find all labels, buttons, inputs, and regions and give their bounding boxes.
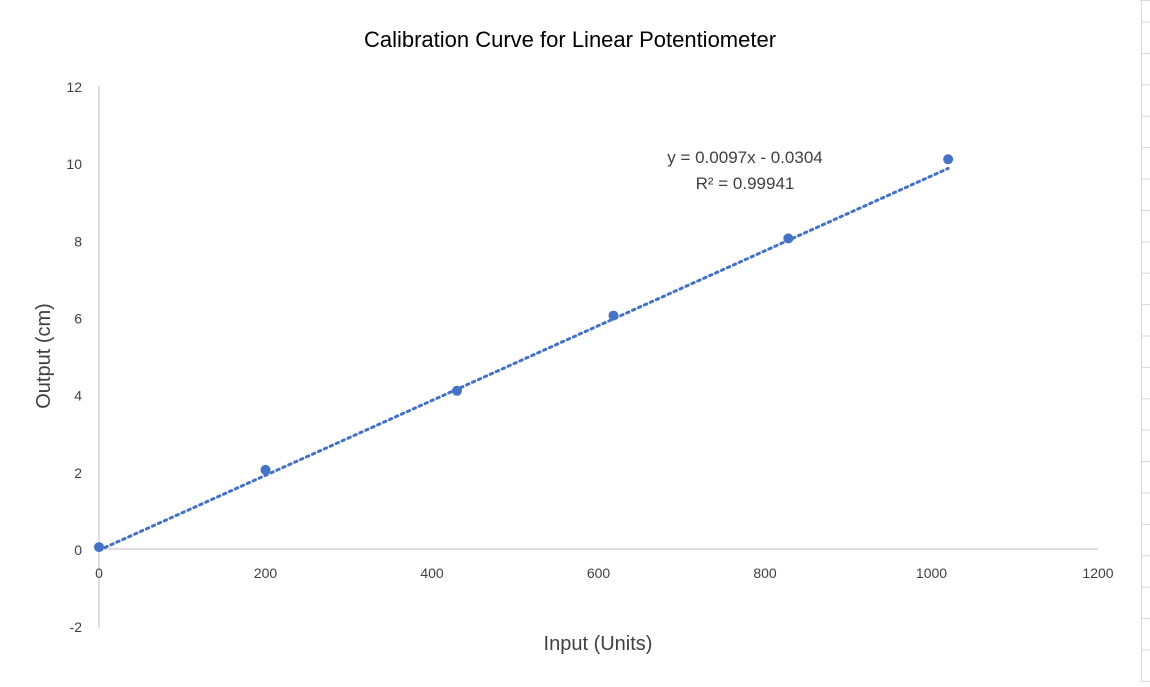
y-tick-label: 2 <box>74 465 82 481</box>
trendline-r-squared[interactable]: R² = 0.99941 <box>696 174 795 193</box>
trendline-group <box>97 166 950 552</box>
y-tick-label: 4 <box>74 388 82 404</box>
y-tick-label: -2 <box>70 619 83 635</box>
chart-title: Calibration Curve for Linear Potentiomet… <box>364 27 776 52</box>
data-point[interactable] <box>943 154 954 165</box>
data-point[interactable] <box>260 464 271 475</box>
x-tick-label: 1000 <box>916 565 947 581</box>
trendline-equation[interactable]: y = 0.0097x - 0.0304 <box>667 148 822 167</box>
x-tick-label: 200 <box>254 565 278 581</box>
y-axis-title: Output (cm) <box>33 303 55 409</box>
x-tick-label: 600 <box>587 565 611 581</box>
y-tick-labels: -2 0 2 4 6 8 10 12 <box>66 79 82 635</box>
x-axis-title: Input (Units) <box>544 633 653 655</box>
y-tick-label: 0 <box>74 542 82 558</box>
axes <box>98 86 1098 629</box>
data-point[interactable] <box>451 385 462 396</box>
y-tick-label: 10 <box>66 156 82 172</box>
x-tick-label: 800 <box>753 565 777 581</box>
data-point[interactable] <box>608 310 619 321</box>
y-tick-label: 8 <box>74 233 82 249</box>
x-tick-labels: 0 200 400 600 800 1000 1200 <box>95 565 1114 581</box>
x-tick-label: 1200 <box>1082 565 1113 581</box>
y-tick-label: 12 <box>66 79 82 95</box>
x-tick-label: 400 <box>420 565 444 581</box>
data-point[interactable] <box>94 542 104 553</box>
data-points <box>94 154 954 553</box>
x-tick-label: 0 <box>95 565 103 581</box>
data-point[interactable] <box>783 233 794 244</box>
trendline[interactable] <box>97 166 950 552</box>
y-tick-label: 6 <box>74 311 82 327</box>
